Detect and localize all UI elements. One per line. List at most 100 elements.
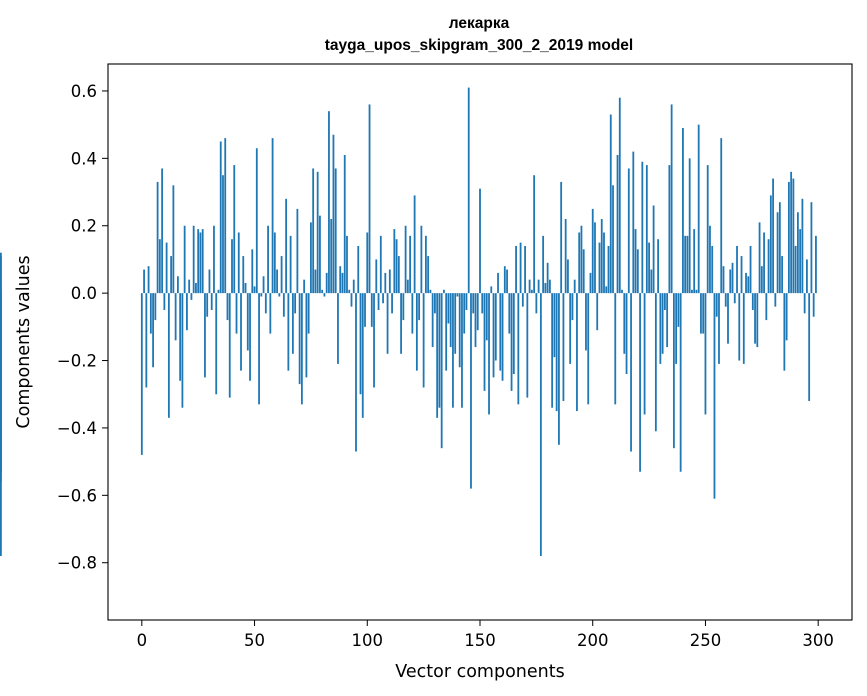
- bar-269: [747, 276, 750, 294]
- bar-57: [269, 293, 272, 334]
- bar-156: [492, 293, 495, 378]
- y-axis-label: Components values: [14, 255, 34, 428]
- bar-199: [589, 272, 592, 294]
- bar-228: [654, 293, 657, 432]
- bar-261: [729, 269, 732, 294]
- bar-96: [357, 245, 360, 294]
- bar-145: [467, 87, 470, 294]
- bar-23: [192, 225, 195, 294]
- bar-98: [361, 293, 364, 418]
- bar-70: [298, 293, 301, 385]
- bar-14: [172, 185, 175, 294]
- bar-292: [799, 229, 802, 294]
- y-tick-label: 0.6: [71, 82, 97, 101]
- bar-243: [688, 158, 691, 294]
- bar-142: [461, 293, 463, 408]
- bar-189: [567, 259, 569, 294]
- bar-7: [156, 181, 159, 294]
- bar-177: [539, 293, 542, 556]
- bar-186: [560, 181, 563, 294]
- bar-253: [711, 245, 714, 294]
- bar-290: [794, 245, 797, 294]
- bar-110: [388, 269, 391, 294]
- bar-62: [280, 256, 283, 294]
- bar-74: [307, 293, 310, 334]
- bar-203: [598, 242, 601, 294]
- bar-182: [551, 293, 554, 408]
- bar-125: [422, 293, 425, 388]
- bar-89: [341, 272, 344, 294]
- bar-263: [733, 293, 736, 304]
- bar-131: [436, 293, 439, 418]
- bar-280: [772, 178, 774, 294]
- bar-223: [643, 293, 646, 415]
- bar-157: [494, 293, 497, 361]
- x-tick-label: 100: [352, 631, 384, 650]
- bar-297: [810, 202, 813, 294]
- bar-15: [174, 293, 177, 341]
- bar-244: [691, 289, 693, 294]
- bar-264: [736, 245, 738, 294]
- y-tick-label: 0.2: [71, 217, 97, 236]
- bar-198: [587, 293, 590, 405]
- bar-148: [474, 293, 477, 348]
- bar-185: [558, 293, 560, 445]
- bar-83: [328, 111, 330, 294]
- bar-225: [648, 242, 650, 294]
- bar-273: [756, 293, 759, 348]
- bar-284: [781, 256, 784, 294]
- bar-116: [402, 293, 405, 321]
- bar-117: [404, 225, 407, 294]
- bar-141: [458, 293, 461, 368]
- chart-title: лекарка: [449, 15, 510, 32]
- bar-276: [763, 232, 765, 294]
- bar-126: [424, 235, 427, 294]
- bar-78: [316, 171, 319, 294]
- bar-6: [154, 293, 157, 321]
- bar-200: [591, 208, 594, 294]
- bar-296: [808, 293, 811, 401]
- bar-16: [176, 276, 179, 294]
- bar-87: [337, 293, 339, 364]
- bar-138: [452, 293, 454, 408]
- bar-111: [391, 293, 393, 314]
- bar-25: [197, 229, 200, 294]
- bar-214: [623, 293, 626, 354]
- bar-271: [751, 293, 754, 310]
- bar-104: [375, 259, 378, 294]
- bar-236: [672, 293, 675, 449]
- y-tick-label: −0.6: [57, 486, 97, 505]
- bar-88: [339, 266, 342, 294]
- bar-231: [661, 293, 664, 354]
- bar-166: [515, 245, 517, 294]
- bar-51: [255, 148, 258, 294]
- bar-215: [625, 293, 628, 375]
- bar-28: [204, 293, 206, 378]
- bar-211: [616, 154, 619, 294]
- bar-0: [140, 293, 143, 455]
- bar-179: [544, 283, 547, 294]
- bar-84: [330, 219, 333, 294]
- x-ticks: 0 50 100 150 200 250 300: [137, 620, 834, 650]
- bar-154: [488, 293, 490, 415]
- bar-120: [411, 293, 414, 334]
- bar-227: [652, 205, 655, 294]
- bar-1: [143, 269, 145, 294]
- bar-140: [456, 293, 459, 297]
- bar-35: [219, 141, 222, 294]
- bar-240: [682, 128, 684, 294]
- bar-38: [226, 293, 229, 321]
- bar-136: [447, 293, 450, 324]
- bar-112: [393, 229, 396, 294]
- bar-113: [395, 239, 398, 294]
- bar-90: [343, 154, 346, 294]
- bar-41: [233, 165, 236, 294]
- x-tick-label: 200: [577, 631, 609, 650]
- bar-206: [605, 286, 608, 294]
- bar-17: [179, 293, 182, 381]
- bar-76: [312, 168, 315, 294]
- bar-73: [305, 293, 308, 378]
- bar-81: [323, 293, 326, 297]
- bar-289: [792, 178, 795, 294]
- bar-22: [190, 293, 193, 300]
